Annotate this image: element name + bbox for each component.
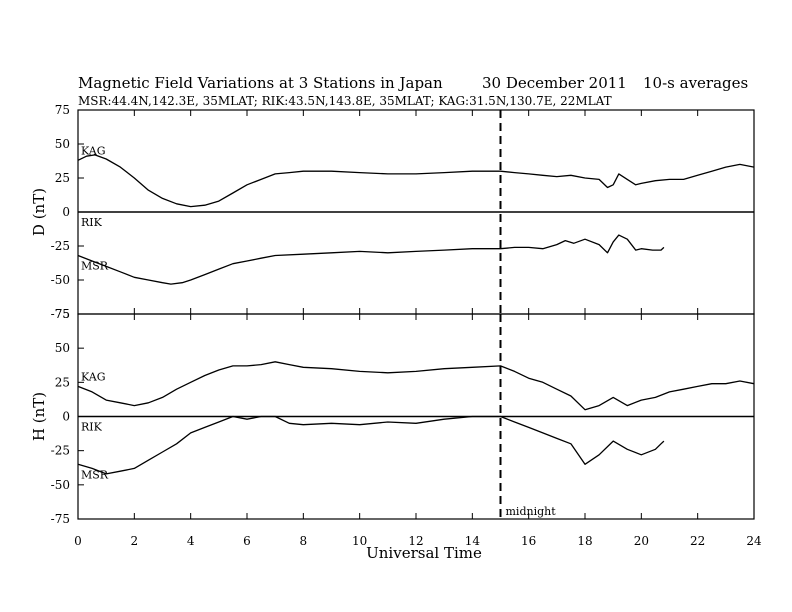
series-label-rik: RIK bbox=[81, 216, 103, 229]
series-line-kag bbox=[77, 361, 755, 411]
y-tick-label: -50 bbox=[51, 273, 70, 287]
y-tick-label: 50 bbox=[55, 137, 70, 151]
series-line-msr bbox=[77, 415, 665, 475]
x-tick-label: 22 bbox=[690, 534, 705, 548]
y-tick-label: -25 bbox=[51, 444, 70, 458]
series-label-kag: KAG bbox=[81, 370, 106, 383]
x-tick-label: 2 bbox=[131, 534, 139, 548]
x-tick-label: 20 bbox=[634, 534, 649, 548]
x-tick-label: 4 bbox=[187, 534, 195, 548]
chart-date: 30 December 2011 bbox=[482, 74, 627, 92]
y-tick-label: 75 bbox=[55, 307, 70, 321]
y-axis-label-d: D (nT) bbox=[30, 188, 48, 236]
y-tick-label: 0 bbox=[62, 205, 70, 219]
series-label-rik: RIK bbox=[81, 421, 103, 434]
x-tick-label: 16 bbox=[521, 534, 536, 548]
midnight-label: midnight bbox=[506, 505, 557, 518]
y-tick-label: -25 bbox=[51, 239, 70, 253]
y-tick-label: 75 bbox=[55, 103, 70, 117]
series-label-msr: MSR bbox=[81, 260, 109, 273]
series-line-msr bbox=[77, 234, 665, 285]
series-label-kag: KAG bbox=[81, 144, 106, 157]
y-axis-label-h: H (nT) bbox=[30, 392, 48, 441]
y-tick-label: 50 bbox=[55, 341, 70, 355]
y-tick-label: 0 bbox=[62, 410, 70, 424]
panel-d: 75 50 25 0 -25 -50 -75 KAG RIK MSR bbox=[51, 103, 755, 321]
x-tick-label: 14 bbox=[465, 534, 481, 548]
station-info: MSR:44.4N,142.3E, 35MLAT; RIK:43.5N,143.… bbox=[78, 94, 612, 108]
x-tick-label: 10 bbox=[352, 534, 367, 548]
y-tick-label: 25 bbox=[55, 171, 70, 185]
x-tick-label: 8 bbox=[300, 534, 308, 548]
x-tick-label: 12 bbox=[408, 534, 423, 548]
y-tick-label: -50 bbox=[51, 478, 70, 492]
chart-averaging: 10-s averages bbox=[643, 74, 748, 92]
x-tick-label: 0 bbox=[74, 534, 82, 548]
y-tick-label: -75 bbox=[51, 512, 70, 526]
series-label-msr: MSR bbox=[81, 468, 109, 481]
x-tick-label: 6 bbox=[243, 534, 251, 548]
chart-title: Magnetic Field Variations at 3 Stations … bbox=[78, 74, 443, 92]
y-tick-label: -75 bbox=[51, 307, 70, 321]
x-tick-label: 24 bbox=[746, 534, 762, 548]
y-tick-label: 25 bbox=[55, 375, 70, 389]
series-line-kag bbox=[77, 154, 755, 208]
x-axis-label: Universal Time bbox=[366, 544, 482, 562]
x-tick-label: 18 bbox=[577, 534, 592, 548]
